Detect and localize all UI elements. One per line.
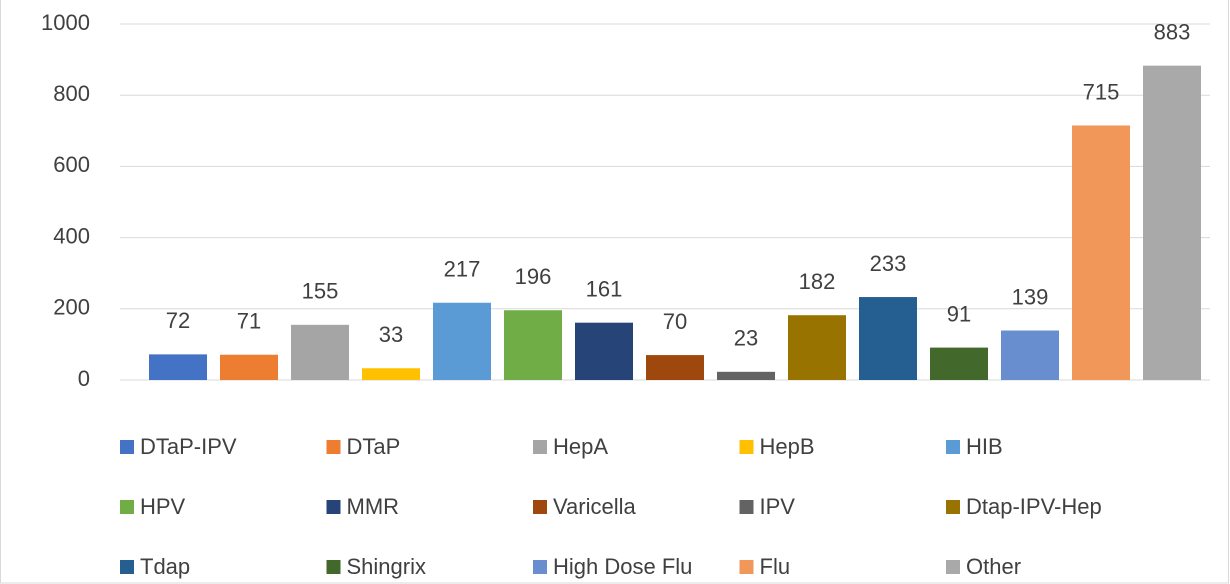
data-label: 217 (444, 257, 481, 282)
y-tick-label: 600 (53, 152, 90, 177)
legend-label: HPV (140, 494, 186, 519)
bar (1001, 330, 1059, 380)
data-label: 70 (663, 309, 687, 334)
data-label: 196 (515, 264, 552, 289)
legend-swatch (120, 560, 134, 574)
bar (930, 347, 988, 380)
bar (575, 322, 633, 380)
legend-swatch (946, 440, 960, 454)
data-label: 139 (1012, 284, 1049, 309)
legend-swatch (533, 560, 547, 574)
legend-label: DTaP-IPV (140, 434, 237, 459)
y-tick-label: 400 (53, 223, 90, 248)
bar (433, 302, 491, 380)
legend-swatch (946, 560, 960, 574)
bar (1143, 65, 1201, 380)
legend-swatch (739, 500, 754, 514)
bar (504, 310, 562, 380)
legend-swatch (739, 440, 754, 454)
bar (717, 371, 775, 380)
legend-swatch (120, 500, 134, 514)
data-label: 182 (799, 269, 836, 294)
legend-label: HepB (760, 434, 815, 459)
data-label: 161 (586, 276, 623, 301)
legend-label: Tdap (140, 554, 190, 579)
bar (220, 354, 278, 380)
legend-label: Dtap-IPV-Hep (966, 494, 1102, 519)
data-label: 233 (870, 251, 907, 276)
data-label: 883 (1154, 19, 1191, 44)
bar (149, 354, 207, 380)
legend-label: HIB (966, 434, 1003, 459)
bar (291, 324, 349, 380)
legend-label: DTaP (347, 434, 401, 459)
data-label: 715 (1083, 79, 1120, 104)
legend-label: High Dose Flu (553, 554, 692, 579)
legend-swatch (533, 440, 547, 454)
y-tick-label: 800 (53, 81, 90, 106)
legend-swatch (739, 560, 754, 574)
y-tick-label: 0 (78, 366, 90, 391)
legend-swatch (946, 500, 960, 514)
data-label: 33 (379, 322, 403, 347)
y-tick-label: 1000 (41, 10, 90, 35)
data-label: 72 (166, 308, 190, 333)
legend-swatch (120, 440, 134, 454)
legend-label: Shingrix (347, 554, 426, 579)
legend-label: MMR (347, 494, 400, 519)
bar (788, 315, 846, 380)
legend-label: Varicella (553, 494, 637, 519)
legend-swatch (533, 500, 547, 514)
data-label: 155 (302, 279, 339, 304)
bar (859, 297, 917, 380)
y-tick-label: 200 (53, 295, 90, 320)
legend-label: Other (966, 554, 1021, 579)
data-label: 23 (734, 326, 758, 351)
legend-swatch (326, 560, 341, 574)
bar (1072, 125, 1130, 381)
legend-swatch (326, 500, 341, 514)
bar (646, 355, 704, 380)
data-label: 91 (947, 301, 971, 326)
bar (362, 368, 420, 380)
legend-swatch (326, 440, 341, 454)
legend-label: Flu (760, 554, 791, 579)
legend-label: IPV (760, 494, 796, 519)
data-label: 71 (237, 309, 261, 334)
legend-label: HepA (553, 434, 608, 459)
